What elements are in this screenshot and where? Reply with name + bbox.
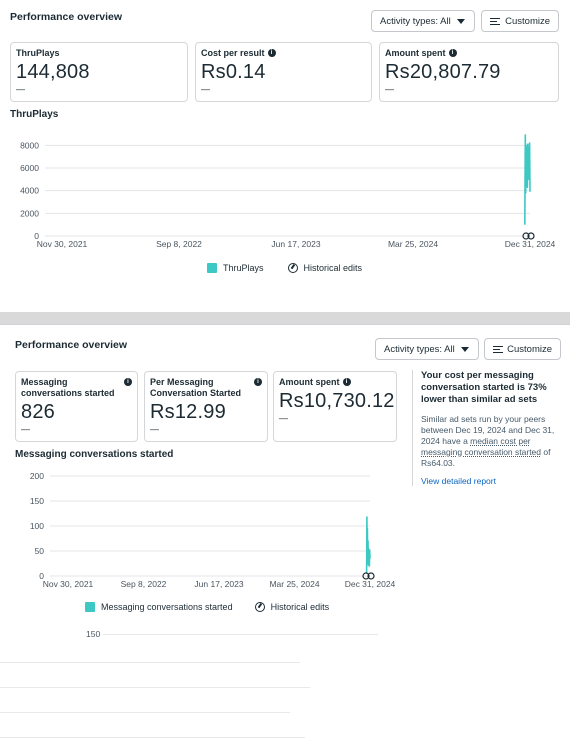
metric-card-amount-spent[interactable]: Amount spent i Rs10,730.12 —	[273, 371, 397, 442]
y-tick-label: 50	[35, 546, 45, 556]
historical-edit-marker	[362, 572, 375, 580]
section-divider	[0, 312, 570, 324]
x-tick-label: Nov 30, 2021	[43, 579, 94, 589]
marker-ring	[527, 232, 535, 240]
metric-comparison: —	[279, 413, 288, 423]
y-tick-label: 6000	[20, 163, 39, 173]
y-tick-label: 200	[30, 471, 44, 481]
messaging-line-chart: 0 50 100 150 200 Nov 30, 2021 Sep 8, 2022 Jun 1…	[30, 471, 396, 589]
info-icon[interactable]: i	[267, 49, 276, 57]
info-icon[interactable]: i	[448, 49, 457, 57]
metric-value: Rs12.99	[150, 401, 226, 423]
x-tick-label: Dec 31, 2024	[345, 579, 396, 589]
activity-types-dropdown[interactable]: Activity types: All	[371, 10, 475, 32]
performance-overview-panel-2: Performance overview Activity types: All…	[0, 324, 570, 624]
activity-types-label: Activity types: All	[384, 343, 455, 355]
insight-body: Similar ad sets run by your peers betwee…	[421, 414, 555, 468]
panel-title: Performance overview	[15, 339, 128, 351]
y-tick-label: 4000	[20, 186, 39, 196]
marker-ring	[362, 572, 370, 580]
series-line	[365, 516, 371, 574]
customize-label: Customize	[507, 343, 552, 355]
metric-card-cost-per-result[interactable]: Cost per result i Rs0.14 —	[195, 42, 372, 102]
performance-overview-panel-1: Performance overview Activity types: All…	[0, 0, 570, 312]
metric-value: 144,808	[16, 61, 90, 83]
metric-comparison: —	[21, 424, 30, 434]
view-detailed-report-link[interactable]: View detailed report	[421, 476, 496, 486]
metric-comparison: —	[150, 424, 159, 434]
metric-label: Per Messaging Conversation Started	[150, 377, 242, 398]
customize-button[interactable]: Customize	[481, 10, 559, 32]
insight-heading: Your cost per messaging conversation sta…	[421, 370, 547, 405]
marker-ring	[522, 232, 530, 240]
historical-edits-icon	[287, 263, 298, 273]
metric-comparison: —	[16, 84, 25, 94]
caret-down-icon	[460, 346, 469, 352]
metric-label: Cost per result	[201, 48, 265, 58]
chart-legend: ThruPlays Historical edits	[207, 263, 362, 273]
metric-card-amount-spent[interactable]: Amount spent i Rs20,807.79 —	[379, 42, 559, 102]
faded-chart-remnant: 150	[0, 624, 570, 750]
y-tick-label: 100	[30, 521, 44, 531]
info-icon[interactable]: i	[254, 378, 262, 386]
metric-card-messaging-conversations[interactable]: Messaging conversations started i 826 —	[15, 371, 138, 442]
y-tick-label: 0	[39, 571, 44, 581]
x-tick-label: Jun 17, 2023	[271, 239, 320, 249]
x-tick-label: Mar 25, 2024	[269, 579, 319, 589]
metric-card-thruplays[interactable]: ThruPlays 144,808 —	[10, 42, 188, 102]
y-tick-label: 150	[86, 629, 101, 639]
legend-label-historical-edits: Historical edits	[270, 602, 330, 612]
y-tick-label: 8000	[20, 140, 39, 150]
x-tick-label: Jun 17, 2023	[194, 579, 243, 589]
x-tick-label: Dec 31, 2024	[505, 239, 556, 249]
series-line	[524, 134, 531, 225]
chart-title: Messaging conversations started	[15, 449, 174, 460]
thruplays-line-chart: 0 2000 4000 6000 8000 Nov 30, 2021 Sep 8, 2022…	[20, 134, 556, 249]
historical-edits-icon	[254, 602, 265, 612]
metric-card-cost-per-conversation[interactable]: Per Messaging Conversation Started i Rs12…	[144, 371, 268, 442]
metric-label: Messaging conversations started	[21, 377, 115, 398]
customize-columns-icon	[490, 17, 500, 26]
customize-button[interactable]: Customize	[484, 338, 561, 360]
x-tick-label: Sep 8, 2022	[156, 239, 202, 249]
chart-legend: Messaging conversations started Historic…	[85, 602, 329, 612]
metric-comparison: —	[201, 84, 210, 94]
y-tick-label: 150	[30, 496, 44, 506]
caret-down-icon	[456, 18, 465, 24]
metric-value: Rs10,730.12	[279, 390, 395, 412]
metric-value: Rs0.14	[201, 61, 266, 83]
x-tick-label: Mar 25, 2024	[388, 239, 438, 249]
metric-label: Amount spent	[385, 48, 446, 58]
historical-edit-marker	[522, 232, 535, 240]
metric-value: 826	[21, 401, 55, 423]
cost-insight-panel: Your cost per messaging conversation sta…	[412, 370, 562, 486]
x-tick-label: Nov 30, 2021	[37, 239, 88, 249]
marker-ring	[367, 572, 375, 580]
metric-value: Rs20,807.79	[385, 61, 501, 83]
customize-columns-icon	[493, 345, 503, 354]
info-icon[interactable]: i	[124, 378, 132, 386]
info-icon[interactable]: i	[342, 378, 351, 386]
legend-swatch-messaging	[85, 602, 95, 612]
legend-label-messaging: Messaging conversations started	[101, 602, 233, 612]
median-cost-link[interactable]: median cost per messaging conversation s…	[421, 436, 542, 457]
activity-types-label: Activity types: All	[380, 15, 451, 27]
chart-title: ThruPlays	[10, 109, 59, 120]
customize-label: Customize	[505, 15, 550, 27]
legend-label-thruplays: ThruPlays	[223, 263, 264, 273]
legend-label-historical-edits: Historical edits	[303, 263, 363, 273]
metric-comparison: —	[385, 84, 394, 94]
metric-label: Amount spent	[279, 377, 340, 387]
legend-swatch-thruplays	[207, 263, 217, 273]
y-tick-label: 2000	[20, 208, 39, 218]
x-tick-label: Sep 8, 2022	[121, 579, 167, 589]
panel-title: Performance overview	[10, 11, 123, 23]
metric-label: ThruPlays	[16, 48, 60, 58]
activity-types-dropdown[interactable]: Activity types: All	[375, 338, 479, 360]
y-tick-label: 0	[34, 231, 39, 241]
